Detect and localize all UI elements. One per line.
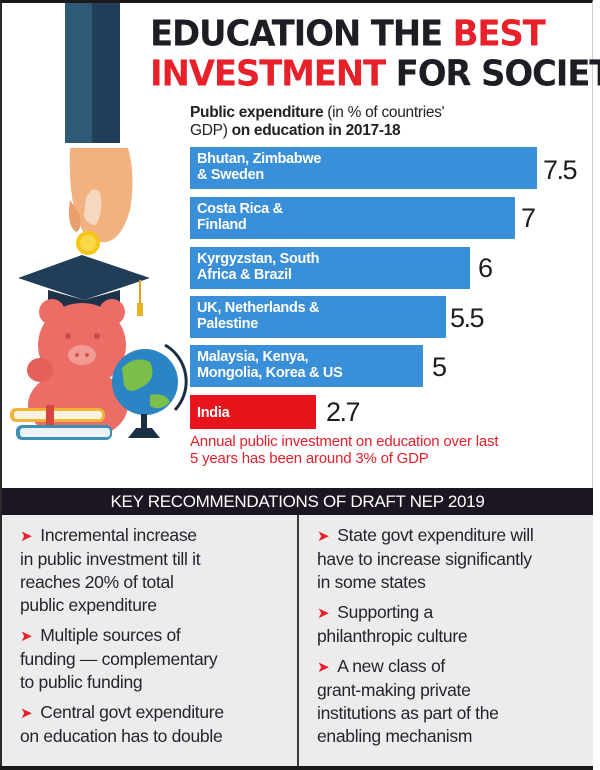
bar-value: 7 — [521, 203, 536, 233]
annotation-line2: 5 years has been around 3% of GDP — [190, 450, 429, 467]
column-divider — [297, 515, 299, 766]
arrow-bullet-icon: ➤ — [20, 628, 33, 645]
rec-line: State govt expenditure will — [337, 525, 534, 545]
recommendation-item: ➤ Supporting a philanthropic culture — [317, 601, 593, 648]
bar-label-line1: India — [197, 405, 230, 421]
globe-icon — [112, 343, 188, 438]
rec-line: institutions as part of the — [317, 703, 499, 723]
recommendation-item: ➤ A new class of grant-making private ins… — [317, 655, 593, 748]
rec-line: philanthropic culture — [317, 626, 468, 646]
rec-line: A new class of — [337, 656, 445, 676]
title-dark-2: FOR SOCIETY — [395, 52, 600, 95]
bar-value: 5.5 — [450, 303, 485, 333]
rec-line: Incremental increase — [40, 525, 197, 545]
hand-icon — [68, 148, 133, 243]
rec-line: funding — complementary — [20, 649, 218, 669]
subtitle-regular-2: GDP) — [190, 122, 232, 139]
rec-line: on education has to double — [20, 726, 223, 746]
bar-kyrgyzstan-south-africa-brazil: Kyrgyzstan, South Africa & Brazil — [190, 247, 470, 289]
recommendation-item: ➤ Incremental increase in public investme… — [20, 524, 297, 617]
rec-line: Central govt expenditure — [40, 702, 224, 722]
bar-value: 7.5 — [543, 155, 578, 185]
rec-line: grant-making private — [317, 680, 471, 700]
subtitle-bold-1: Public expenditure — [190, 104, 324, 121]
bar-label-line2: Africa & Brazil — [197, 267, 292, 283]
bottom-border — [0, 766, 593, 770]
recommendations-panel: ➤ Incremental increase in public investme… — [2, 515, 593, 766]
arrow-bullet-icon: ➤ — [317, 659, 330, 676]
bar-malaysia-kenya-mongolia-korea-us: Malaysia, Kenya, Mongolia, Korea & US — [190, 345, 423, 387]
india-annotation: Annual public investment on education ov… — [190, 433, 498, 467]
bar-label-line1: Bhutan, Zimbabwe — [197, 151, 322, 167]
bar-label-line2: Palestine — [197, 316, 258, 332]
rec-line: public expenditure — [20, 595, 157, 615]
annotation-line1: Annual public investment on education ov… — [190, 433, 499, 450]
arrow-bullet-icon: ➤ — [20, 528, 33, 545]
bar-costa-rica-finland: Costa Rica & Finland — [190, 197, 515, 239]
books-icon — [10, 405, 112, 440]
subtitle-regular-1: (in % of countries' — [323, 104, 445, 121]
bar-label-line1: Kyrgyzstan, South — [197, 251, 320, 267]
bar-label-line1: UK, Netherlands & — [197, 300, 320, 316]
rec-line: enabling mechanism — [317, 726, 473, 746]
arrow-bullet-icon: ➤ — [20, 705, 33, 722]
bar-value: 5 — [432, 352, 447, 382]
subtitle-bold-2: on education in 2017-18 — [231, 122, 401, 139]
rec-line: Supporting a — [337, 602, 433, 622]
bar-label-line1: Costa Rica & — [197, 201, 283, 217]
chart-subtitle: Public expenditure (in % of countries' G… — [190, 104, 445, 140]
bar-label-line2: & Sweden — [197, 167, 264, 183]
recommendations-right-column: ➤ State govt expenditure will have to inc… — [299, 515, 593, 766]
bar-value-india: 2.7 — [326, 397, 361, 427]
piggy-bank-illustration — [10, 3, 188, 440]
rec-line: in public investment till it — [20, 549, 201, 569]
recommendations-left-column: ➤ Incremental increase in public investme… — [2, 515, 297, 766]
bar-label-line2: Finland — [197, 217, 247, 233]
rec-line: to public funding — [20, 672, 143, 692]
rec-line: Multiple sources of — [40, 625, 181, 645]
rec-line: have to increase significantly — [317, 549, 532, 569]
title-red-2: INVESTMENT — [150, 52, 386, 95]
rec-line: reaches 20% of total — [20, 572, 174, 592]
arrow-bullet-icon: ➤ — [317, 528, 330, 545]
arrow-bullet-icon: ➤ — [317, 605, 330, 622]
bar-uk-netherlands-palestine: UK, Netherlands & Palestine — [190, 296, 446, 338]
sleeve-icon — [65, 3, 120, 143]
recommendation-item: ➤ Central govt expenditure on education h… — [20, 701, 297, 748]
piggy-bank-icon — [27, 299, 128, 440]
rec-line: in some states — [317, 572, 426, 592]
recommendations-header: KEY RECOMMENDATIONS OF DRAFT NEP 2019 — [2, 488, 593, 515]
bar-value: 6 — [478, 253, 493, 283]
page-title: EDUCATION THE BEST INVESTMENT FOR SOCIET… — [150, 14, 600, 94]
title-red-1: BEST — [452, 12, 546, 55]
bar-bhutan-zimbabwe-sweden: Bhutan, Zimbabwe & Sweden — [190, 147, 537, 189]
bar-label-line1: Malaysia, Kenya, — [197, 349, 309, 365]
bar-label-line2: Mongolia, Korea & US — [197, 365, 343, 381]
coin-icon — [76, 231, 100, 255]
title-dark-1: EDUCATION THE — [150, 12, 453, 55]
recommendation-item: ➤ Multiple sources of funding — complemen… — [20, 624, 297, 694]
recommendation-item: ➤ State govt expenditure will have to inc… — [317, 524, 593, 594]
bar-india: India — [190, 395, 316, 429]
